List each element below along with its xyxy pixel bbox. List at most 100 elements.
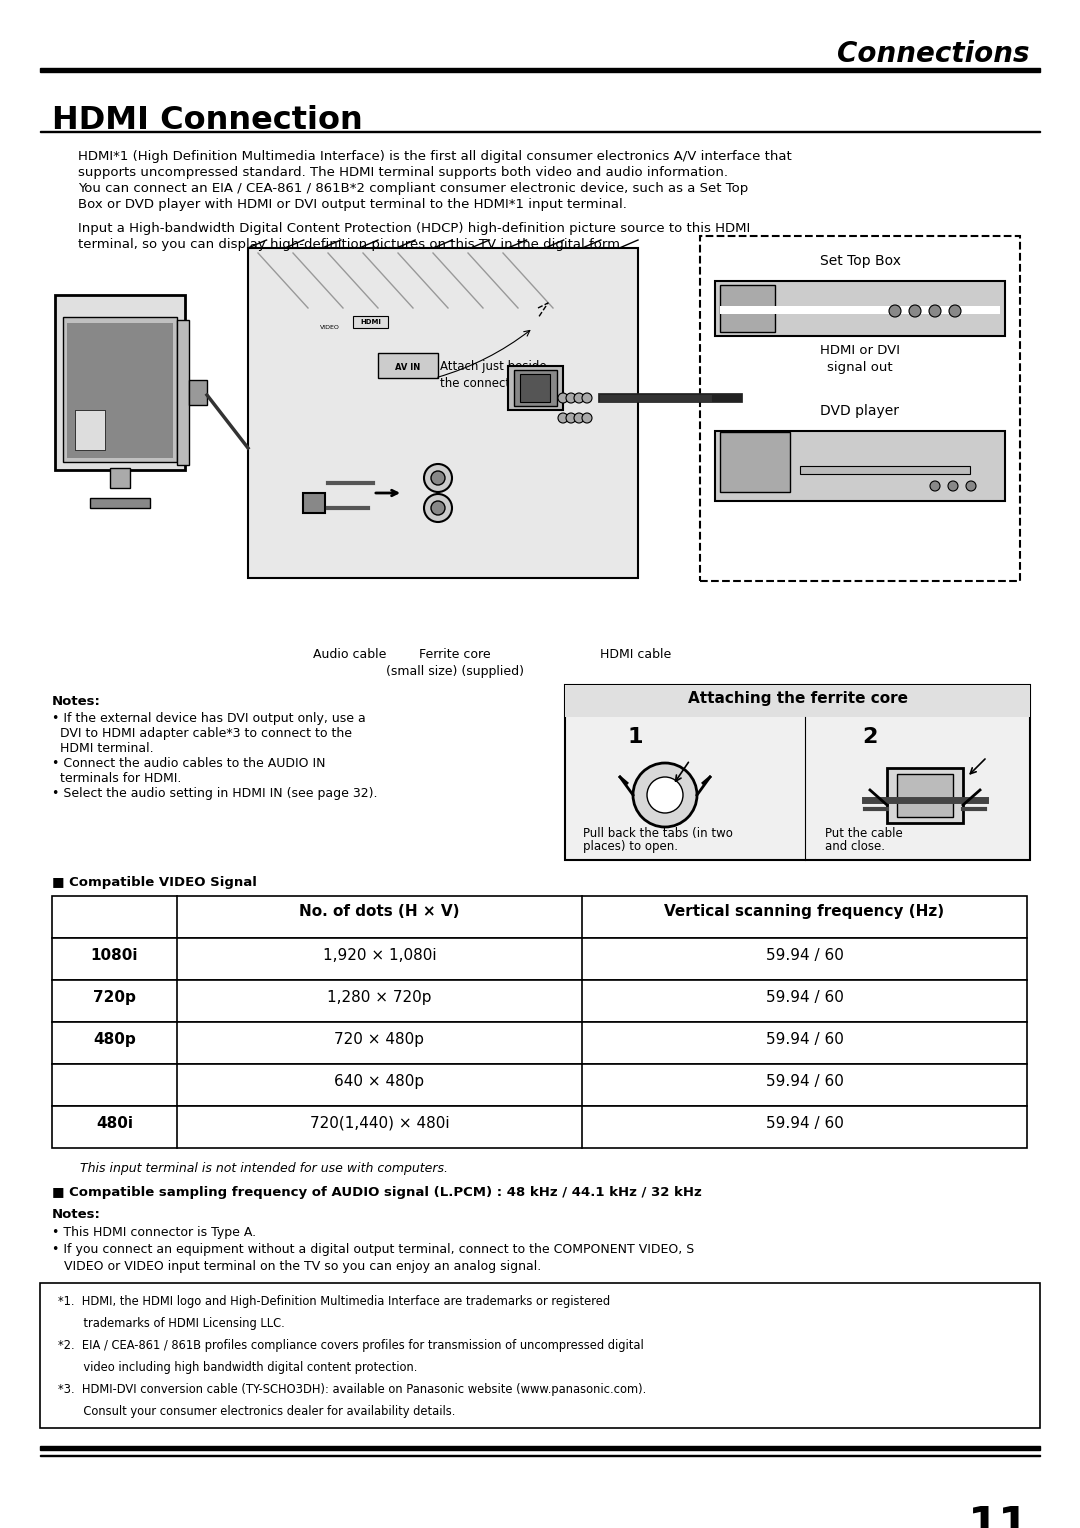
Bar bbox=[700, 235, 1020, 581]
Bar bbox=[565, 685, 1030, 717]
Text: VIDEO or VIDEO input terminal on the TV so you can enjoy an analog signal.: VIDEO or VIDEO input terminal on the TV … bbox=[52, 1261, 541, 1273]
Text: 2: 2 bbox=[862, 727, 878, 747]
Text: HDMI cable: HDMI cable bbox=[600, 648, 672, 662]
Text: 720(1,440) × 480i: 720(1,440) × 480i bbox=[310, 1115, 449, 1131]
Bar bbox=[519, 374, 550, 402]
Text: Put the cable: Put the cable bbox=[825, 827, 903, 840]
Circle shape bbox=[647, 778, 683, 813]
Circle shape bbox=[558, 393, 568, 403]
Circle shape bbox=[566, 413, 576, 423]
Text: Set Top Box: Set Top Box bbox=[820, 254, 901, 267]
Text: Pull back the tabs (in two: Pull back the tabs (in two bbox=[583, 827, 733, 840]
Text: HDMI*1 (High Definition Multimedia Interface) is the first all digital consumer : HDMI*1 (High Definition Multimedia Inter… bbox=[78, 150, 792, 163]
Bar bbox=[508, 367, 563, 410]
Text: HDMI terminal.: HDMI terminal. bbox=[52, 743, 153, 755]
Text: • Connect the audio cables to the AUDIO IN: • Connect the audio cables to the AUDIO … bbox=[52, 756, 325, 770]
Circle shape bbox=[930, 481, 940, 490]
Text: Consult your consumer electronics dealer for availability details.: Consult your consumer electronics dealer… bbox=[58, 1406, 456, 1418]
Text: 720 × 480p: 720 × 480p bbox=[335, 1031, 424, 1047]
Circle shape bbox=[573, 393, 584, 403]
Circle shape bbox=[949, 306, 961, 316]
Text: AV IN: AV IN bbox=[395, 364, 420, 371]
Bar bbox=[52, 1063, 1027, 1106]
Text: Attach just beside
the connector.: Attach just beside the connector. bbox=[440, 361, 546, 390]
Text: Notes:: Notes: bbox=[52, 695, 100, 707]
Bar bbox=[715, 431, 1005, 501]
Bar bbox=[55, 295, 185, 471]
Circle shape bbox=[633, 762, 697, 827]
Bar bbox=[720, 306, 1000, 313]
Bar bbox=[720, 286, 775, 332]
Text: and close.: and close. bbox=[825, 840, 885, 853]
Text: 1: 1 bbox=[627, 727, 643, 747]
Text: Ferrite core
(small size) (supplied): Ferrite core (small size) (supplied) bbox=[386, 648, 524, 678]
Text: 59.94 / 60: 59.94 / 60 bbox=[766, 1074, 843, 1089]
Circle shape bbox=[929, 306, 941, 316]
Text: 59.94 / 60: 59.94 / 60 bbox=[766, 990, 843, 1005]
Bar bbox=[63, 316, 177, 461]
Text: HDMI Connection: HDMI Connection bbox=[52, 105, 363, 136]
Bar bbox=[40, 1284, 1040, 1429]
Text: 1080i: 1080i bbox=[91, 947, 138, 963]
Text: • If the external device has DVI output only, use a: • If the external device has DVI output … bbox=[52, 712, 366, 724]
Text: trademarks of HDMI Licensing LLC.: trademarks of HDMI Licensing LLC. bbox=[58, 1317, 285, 1329]
Text: Connections: Connections bbox=[837, 40, 1030, 69]
Circle shape bbox=[573, 413, 584, 423]
Text: places) to open.: places) to open. bbox=[583, 840, 678, 853]
Bar bbox=[887, 769, 963, 824]
Text: • Select the audio setting in HDMI IN (see page 32).: • Select the audio setting in HDMI IN (s… bbox=[52, 787, 378, 801]
Circle shape bbox=[909, 306, 921, 316]
Text: 1,280 × 720p: 1,280 × 720p bbox=[327, 990, 432, 1005]
Bar bbox=[378, 353, 438, 377]
Circle shape bbox=[424, 465, 453, 492]
Text: 640 × 480p: 640 × 480p bbox=[335, 1074, 424, 1089]
Text: terminals for HDMI.: terminals for HDMI. bbox=[52, 772, 181, 785]
Bar bbox=[67, 322, 173, 458]
Circle shape bbox=[889, 306, 901, 316]
Bar bbox=[800, 466, 970, 474]
Text: Vertical scanning frequency (Hz): Vertical scanning frequency (Hz) bbox=[664, 905, 945, 918]
Text: 11: 11 bbox=[968, 1505, 1030, 1528]
Text: ■ Compatible sampling frequency of AUDIO signal (L.PCM) : 48 kHz / 44.1 kHz / 32: ■ Compatible sampling frequency of AUDIO… bbox=[52, 1186, 702, 1199]
Text: HDMI or DVI
signal out: HDMI or DVI signal out bbox=[820, 344, 900, 374]
Circle shape bbox=[431, 471, 445, 484]
Bar bbox=[75, 410, 105, 451]
Bar bbox=[514, 370, 557, 406]
Bar bbox=[565, 685, 1030, 860]
Text: *3.  HDMI-DVI conversion cable (TY-SCHO3DH): available on Panasonic website (www: *3. HDMI-DVI conversion cable (TY-SCHO3D… bbox=[58, 1383, 646, 1397]
Bar bbox=[90, 498, 150, 507]
Circle shape bbox=[431, 501, 445, 515]
Bar bbox=[248, 248, 638, 578]
Text: terminal, so you can display high-definition pictures on this TV in the digital : terminal, so you can display high-defini… bbox=[78, 238, 624, 251]
Bar bbox=[189, 380, 207, 405]
Bar bbox=[52, 979, 1027, 1022]
Circle shape bbox=[582, 393, 592, 403]
Text: *1.  HDMI, the HDMI logo and High-Definition Multimedia Interface are trademarks: *1. HDMI, the HDMI logo and High-Definit… bbox=[58, 1296, 610, 1308]
Text: You can connect an EIA / CEA-861 / 861B*2 compliant consumer electronic device, : You can connect an EIA / CEA-861 / 861B*… bbox=[78, 182, 748, 196]
Bar bbox=[52, 1106, 1027, 1148]
Text: No. of dots (H × V): No. of dots (H × V) bbox=[299, 905, 460, 918]
Text: HDMI: HDMI bbox=[361, 319, 381, 325]
Bar bbox=[303, 494, 325, 513]
Text: 1,920 × 1,080i: 1,920 × 1,080i bbox=[323, 947, 436, 963]
Bar bbox=[177, 319, 189, 465]
Text: 59.94 / 60: 59.94 / 60 bbox=[766, 1031, 843, 1047]
Bar bbox=[52, 895, 1027, 938]
Text: 59.94 / 60: 59.94 / 60 bbox=[766, 1115, 843, 1131]
Text: ■ Compatible VIDEO Signal: ■ Compatible VIDEO Signal bbox=[52, 876, 257, 889]
Circle shape bbox=[948, 481, 958, 490]
Text: *2.  EIA / CEA-861 / 861B profiles compliance covers profiles for transmission o: *2. EIA / CEA-861 / 861B profiles compli… bbox=[58, 1339, 644, 1352]
Circle shape bbox=[966, 481, 976, 490]
Bar bbox=[40, 1445, 1040, 1450]
Bar bbox=[353, 316, 388, 329]
Text: 720p: 720p bbox=[93, 990, 136, 1005]
Text: This input terminal is not intended for use with computers.: This input terminal is not intended for … bbox=[80, 1161, 448, 1175]
Text: DVI to HDMI adapter cable*3 to connect to the: DVI to HDMI adapter cable*3 to connect t… bbox=[52, 727, 352, 740]
Text: supports uncompressed standard. The HDMI terminal supports both video and audio : supports uncompressed standard. The HDMI… bbox=[78, 167, 728, 179]
Circle shape bbox=[566, 393, 576, 403]
Bar bbox=[720, 432, 789, 492]
Circle shape bbox=[582, 413, 592, 423]
Circle shape bbox=[424, 494, 453, 523]
Text: 59.94 / 60: 59.94 / 60 bbox=[766, 947, 843, 963]
Text: Box or DVD player with HDMI or DVI output terminal to the HDMI*1 input terminal.: Box or DVD player with HDMI or DVI outpu… bbox=[78, 199, 626, 211]
